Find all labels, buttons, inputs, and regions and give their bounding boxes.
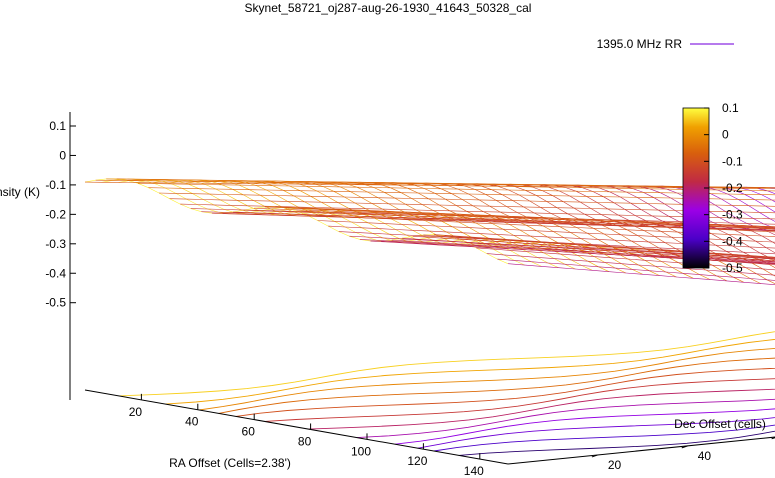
mesh-line [116,178,775,189]
mesh-line [476,247,775,271]
legend-label: 1395.0 MHz RR [597,37,683,51]
legend: 1395.0 MHz RR [597,37,734,51]
z-tick-label: -0.5 [45,296,66,310]
z-tick-label: 0.1 [49,119,66,133]
mesh-line [607,185,775,231]
y-tick-label: 40 [698,449,712,463]
mesh-line [497,258,775,281]
mesh-line [433,234,775,258]
z-tick-label: -0.1 [45,178,66,192]
mesh-line [657,186,775,229]
y-tick-label: 20 [608,458,622,472]
colorbar: 0.1 0 -0.1 -0.2 -0.3 -0.4 -0.5 [682,101,743,275]
chart-title: Skynet_58721_oj287-aug-26-1930_41643_503… [245,1,532,15]
z-tick-label: -0.2 [45,207,66,221]
mesh-line [307,214,775,237]
contour-line [433,424,775,452]
colorbar-tick-label: -0.4 [722,234,743,248]
colorbar-tick-label: 0 [722,128,729,142]
x-tick-label: 60 [242,425,256,439]
mesh-line [296,210,775,233]
y-axis-label: Dec Offset (cells) [674,417,766,431]
mesh-line [640,185,775,231]
x-tick-label: 100 [351,444,371,458]
mesh-line [338,231,775,255]
mesh-line [243,209,775,230]
mesh-line [486,253,775,276]
x-tick-label: 20 [129,405,143,419]
mesh-line [180,203,775,220]
z-axis-label: Intensity (K) [0,185,40,199]
colorbar-tick-label: -0.1 [722,154,743,168]
contour-line [458,430,775,456]
mesh-line [590,185,775,230]
colorbar-tick-label: 0.1 [722,101,739,115]
y-axis-line [507,436,775,465]
contour-line [165,338,775,405]
mesh-line [402,237,775,262]
colorbar-tick-label: -0.3 [722,208,743,222]
mesh-line [222,213,775,232]
colorbar-tick-label: -0.2 [722,181,743,195]
x-tick-label: 140 [464,464,484,478]
mesh-line [573,184,775,230]
contour-line [199,347,775,411]
mesh-line [169,198,775,214]
mesh-line [444,235,775,259]
colorbar-tick-label: -0.5 [722,261,743,275]
surface-mesh [84,178,775,285]
contour-line [394,408,775,445]
mesh-line [158,192,775,207]
mesh-line [391,239,775,264]
y-tick [681,445,688,449]
mesh-line [190,208,775,225]
contour-line [308,388,775,430]
mesh-line [148,187,775,201]
x-tick-label: 40 [185,415,199,429]
x-axis-line [84,389,509,465]
contour-lines [118,331,775,456]
x-tick-label: 120 [407,454,427,468]
z-tick-label: -0.3 [45,237,66,251]
mesh-line [742,187,775,190]
contour-line [118,331,775,397]
x-axis-label: RA Offset (Cells=2.38') [169,456,291,470]
contour-line [218,357,775,414]
contour-line [417,417,775,449]
mesh-line [465,242,775,266]
contour-line [356,398,775,439]
y-tick [591,454,599,458]
mesh-line [674,186,775,222]
contour-line [264,378,775,422]
z-tick-label: -0.4 [45,266,66,280]
axes: 20406080100120140204060801001201400.10-0… [45,112,775,478]
contour-line [235,367,775,417]
mesh-line [691,186,775,213]
mesh-line [328,225,775,249]
mesh-line [232,211,775,231]
z-tick-label: 0 [59,148,66,162]
mesh-line [507,263,775,285]
mesh-line [285,207,775,229]
mesh-line [455,238,775,262]
mesh-line [275,206,775,228]
x-tick-label: 80 [298,434,312,448]
mesh-line [317,220,775,243]
